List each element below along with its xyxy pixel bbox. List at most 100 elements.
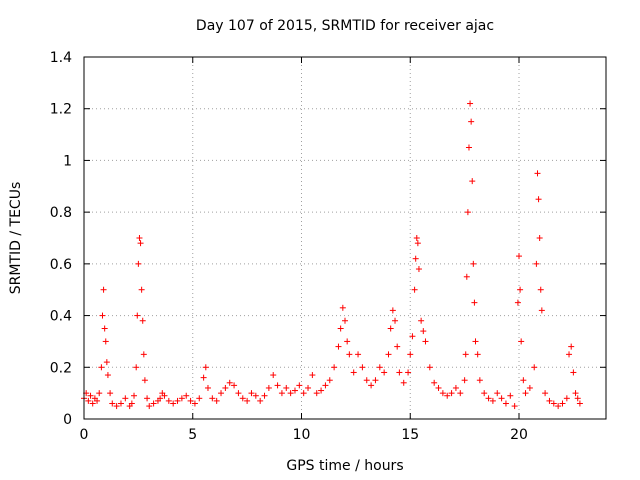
data-point [174,397,181,404]
data-point [381,369,388,376]
data-point [502,400,509,407]
data-point [444,392,451,399]
data-point [87,392,94,399]
data-point [494,390,501,397]
data-point [144,395,151,402]
data-point [104,372,111,379]
data-point [346,351,353,358]
data-point [342,317,348,324]
data-point [305,384,312,391]
data-point [235,390,242,397]
data-point [576,400,583,407]
data-point [202,364,209,371]
data-point [474,351,481,358]
data-point [534,170,541,177]
data-point [239,395,246,402]
data-point [257,397,264,404]
data-point [566,351,573,358]
data-point [385,351,392,358]
data-point [526,384,533,391]
x-tick-label: 0 [80,427,89,443]
data-point [309,372,316,379]
data-point [463,273,470,280]
data-point [278,390,285,397]
data-point [468,118,475,125]
data-point [481,390,488,397]
data-point [322,382,329,389]
data-point [467,100,474,107]
data-point [89,400,96,407]
data-point [102,338,109,345]
data-point [574,395,581,402]
data-point [448,390,455,397]
data-point [413,235,420,241]
data-point [136,235,143,241]
chart-title: Day 107 of 2015, SRMTID for receiver aja… [196,18,494,34]
data-point [222,384,229,391]
data-point [134,312,141,319]
data-point [331,364,338,371]
y-tick-label: 1.4 [50,50,72,66]
data-point [209,395,216,402]
data-point [170,400,177,407]
data-point [122,395,129,402]
data-point [287,390,294,397]
data-point [100,286,107,293]
data-point [533,260,540,267]
data-point [101,325,108,332]
data-point [465,144,472,151]
data-point [418,317,425,324]
data-point [452,384,459,391]
data-point [372,377,379,384]
data-point [517,286,524,293]
x-tick-label: 5 [188,427,197,443]
grid-layer [84,57,606,419]
data-point [400,379,407,386]
data-point [409,333,416,340]
data-point [350,369,357,376]
data-point [498,395,505,402]
data-point [137,240,144,247]
data-point [274,382,281,389]
data-point [563,395,570,402]
data-point [439,390,446,397]
x-tick-label: 20 [510,427,528,443]
data-point [363,377,370,384]
data-point [516,253,522,260]
data-point [204,384,211,391]
data-point [485,395,492,402]
data-point [117,400,124,407]
data-point [412,255,419,262]
x-tick-label: 15 [401,427,419,443]
data-point [507,392,514,399]
data-point [98,364,105,371]
data-point [537,286,544,293]
data-point [318,387,325,394]
data-point [355,351,362,358]
data-point [464,209,471,216]
data-point [511,403,518,410]
data-point [139,317,146,324]
data-point [200,374,207,381]
data-point [344,338,351,345]
x-tick-label: 10 [293,427,311,443]
data-point [435,384,442,391]
data-point [535,196,542,203]
data-point [407,351,414,358]
data-point [570,369,577,376]
data-point [103,359,110,366]
data-point [141,377,148,384]
data-point [392,317,399,324]
data-point [542,390,549,397]
data-point [422,338,429,345]
data-point [415,266,422,273]
data-point [183,392,190,399]
data-point [107,390,114,397]
data-point [568,343,575,350]
data-point [213,397,220,404]
data-point [550,400,557,407]
data-point [469,178,476,185]
data-point [161,392,168,399]
data-point [157,395,164,402]
data-point [405,369,412,376]
